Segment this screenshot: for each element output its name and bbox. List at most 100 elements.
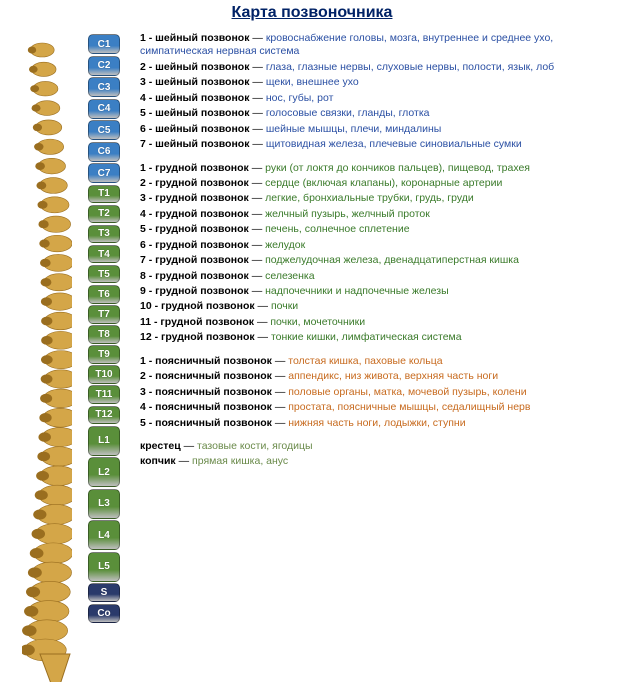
entry-c7: 7 - шейный позвонок — щитовидная железа,… [140, 138, 616, 151]
entry-c3: 3 - шейный позвонок — щеки, внешнее ухо [140, 76, 616, 89]
vertebra-badge-co: Co [88, 604, 120, 623]
entry-desc: руки (от локтя до кончиков пальцев), пищ… [265, 162, 530, 174]
content-area: C1C2C3C4C5C6C7T1T2T3T4T5T6T7T8T9T10T11T1… [0, 30, 624, 479]
vertebra-badge-t3: T3 [88, 225, 120, 244]
entry-desc: толстая кишка, паховые кольца [288, 355, 442, 367]
entry-l2: 2 - поясничный позвонок — аппендикс, низ… [140, 370, 616, 383]
entry-c6: 6 - шейный позвонок — шейные мышцы, плеч… [140, 123, 616, 136]
entry-desc: желчный пузырь, желчный проток [265, 208, 430, 220]
entry-t7: 7 - грудной позвонок — поджелудочная жел… [140, 254, 616, 267]
section-t: 1 - грудной позвонок — руки (от локтя до… [140, 162, 616, 345]
entry-desc: почки [271, 300, 298, 312]
entry-desc: тонкие кишки, лимфатическая система [271, 331, 462, 343]
section-extras: крестец — тазовые кости, ягодицы копчик —… [140, 440, 616, 469]
left-column: C1C2C3C4C5C6C7T1T2T3T4T5T6T7T8T9T10T11T1… [0, 30, 140, 479]
section-c: 1 - шейный позвонок — кровоснабжение гол… [140, 32, 616, 152]
entry-l1: 1 - поясничный позвонок — толстая кишка,… [140, 355, 616, 368]
entry-desc: легкие, бронхиальные трубки, грудь, груд… [265, 192, 474, 204]
entry-t4: 4 - грудной позвонок — желчный пузырь, ж… [140, 208, 616, 221]
entry-desc: простата, поясничные мышцы, седалищный н… [288, 401, 530, 413]
entry-label: 3 - поясничный позвонок [140, 386, 272, 398]
vertebra-badge-c4: C4 [88, 99, 120, 119]
entry-t6: 6 - грудной позвонок — желудок [140, 239, 616, 252]
entry-label: 7 - шейный позвонок [140, 138, 249, 150]
vertebra-badge-c3: C3 [88, 77, 120, 97]
entry-t8: 8 - грудной позвонок — селезенка [140, 270, 616, 283]
entry-desc: селезенка [265, 270, 314, 282]
entry-label: 12 - грудной позвонок [140, 331, 255, 343]
vertebra-badge-c1: C1 [88, 34, 120, 54]
entry-t9: 9 - грудной позвонок — надпочечники и на… [140, 285, 616, 298]
entry-label: 10 - грудной позвонок [140, 300, 255, 312]
entry-крестец: крестец — тазовые кости, ягодицы [140, 440, 616, 453]
entry-t12: 12 - грудной позвонок — тонкие кишки, ли… [140, 331, 616, 344]
entry-t5: 5 - грудной позвонок — печень, солнечное… [140, 223, 616, 236]
vertebra-badge-t7: T7 [88, 305, 120, 324]
vertebra-badge-t11: T11 [88, 385, 120, 404]
vertebra-badge-t6: T6 [88, 285, 120, 304]
entry-t2: 2 - грудной позвонок — сердце (включая к… [140, 177, 616, 190]
entry-desc: половые органы, матка, мочевой пузырь, к… [288, 386, 526, 398]
vertebra-badge-t10: T10 [88, 365, 120, 384]
entry-label: 4 - грудной позвонок [140, 208, 249, 220]
descriptions-column: 1 - шейный позвонок — кровоснабжение гол… [140, 30, 624, 479]
entry-desc: щитовидная железа, плечевые синовиальные… [266, 138, 522, 150]
entry-desc: почки, мочеточники [270, 316, 365, 328]
vertebra-badge-l2: L2 [88, 457, 120, 487]
entry-desc: надпочечники и надпочечные железы [265, 285, 449, 297]
entry-t11: 11 - грудной позвонок — почки, мочеточни… [140, 316, 616, 329]
vertebra-badge-t8: T8 [88, 325, 120, 344]
entry-label: 6 - шейный позвонок [140, 123, 249, 135]
vertebra-badge-l4: L4 [88, 520, 120, 550]
vertebra-badge-t5: T5 [88, 265, 120, 284]
vertebra-badges: C1C2C3C4C5C6C7T1T2T3T4T5T6T7T8T9T10T11T1… [88, 34, 120, 623]
entry-label: 2 - шейный позвонок [140, 61, 249, 73]
entry-label: 5 - шейный позвонок [140, 107, 249, 119]
page-title: Карта позвоночника [0, 0, 624, 30]
vertebra-badge-c6: C6 [88, 142, 120, 162]
entry-label: 9 - грудной позвонок [140, 285, 249, 297]
entry-l4: 4 - поясничный позвонок — простата, пояс… [140, 401, 616, 414]
entry-c1: 1 - шейный позвонок — кровоснабжение гол… [140, 32, 616, 59]
entry-label: 5 - поясничный позвонок [140, 417, 272, 429]
vertebra-badge-c7: C7 [88, 163, 120, 183]
entry-label: 1 - шейный позвонок [140, 32, 249, 44]
vertebra-badge-t1: T1 [88, 185, 120, 204]
entry-label: 8 - грудной позвонок [140, 270, 249, 282]
entry-desc: шейные мышцы, плечи, миндалины [266, 123, 441, 135]
entry-desc: поджелудочная железа, двенадцати­перстна… [265, 254, 519, 266]
entry-desc: голосовые связки, гланды, глотка [266, 107, 430, 119]
vertebra-badge-t4: T4 [88, 245, 120, 264]
section-l: 1 - поясничный позвонок — толстая кишка,… [140, 355, 616, 430]
vertebra-badge-l1: L1 [88, 426, 120, 456]
entry-desc: нос, губы, рот [266, 92, 334, 104]
entry-t3: 3 - грудной позвонок — легкие, бронхиаль… [140, 192, 616, 205]
entry-label: 7 - грудной позвонок [140, 254, 249, 266]
vertebra-badge-c5: C5 [88, 120, 120, 140]
entry-label: 3 - шейный позвонок [140, 76, 249, 88]
entry-label: 2 - поясничный позвонок [140, 370, 272, 382]
spine-illustration [22, 42, 72, 682]
entry-label: 3 - грудной позвонок [140, 192, 249, 204]
entry-l3: 3 - поясничный позвонок — половые органы… [140, 386, 616, 399]
entry-c2: 2 - шейный позвонок — глаза, глазные нер… [140, 61, 616, 74]
entry-копчик: копчик — прямая кишка, анус [140, 455, 616, 468]
entry-desc: желудок [265, 239, 305, 251]
entry-desc: сердце (включая клапаны), коронарные арт… [265, 177, 502, 189]
entry-label: 4 - шейный позвонок [140, 92, 249, 104]
vertebra-badge-t9: T9 [88, 345, 120, 364]
vertebra-badge-s: S [88, 583, 120, 602]
entry-label: 2 - грудной позвонок [140, 177, 249, 189]
entry-desc: печень, солнечное сплетение [265, 223, 409, 235]
vertebra-badge-c2: C2 [88, 56, 120, 76]
vertebra-badge-l5: L5 [88, 552, 120, 582]
entry-l5: 5 - поясничный позвонок — нижняя часть н… [140, 417, 616, 430]
vertebra-badge-l3: L3 [88, 489, 120, 519]
entry-desc: аппендикс, низ живота, верхняя часть ног… [288, 370, 498, 382]
entry-label: 6 - грудной позвонок [140, 239, 249, 251]
entry-c5: 5 - шейный позвонок — голосовые связки, … [140, 107, 616, 120]
vertebra-badge-t12: T12 [88, 406, 120, 425]
entry-label: 11 - грудной позвонок [140, 316, 254, 328]
entry-t1: 1 - грудной позвонок — руки (от локтя до… [140, 162, 616, 175]
entry-c4: 4 - шейный позвонок — нос, губы, рот [140, 92, 616, 105]
